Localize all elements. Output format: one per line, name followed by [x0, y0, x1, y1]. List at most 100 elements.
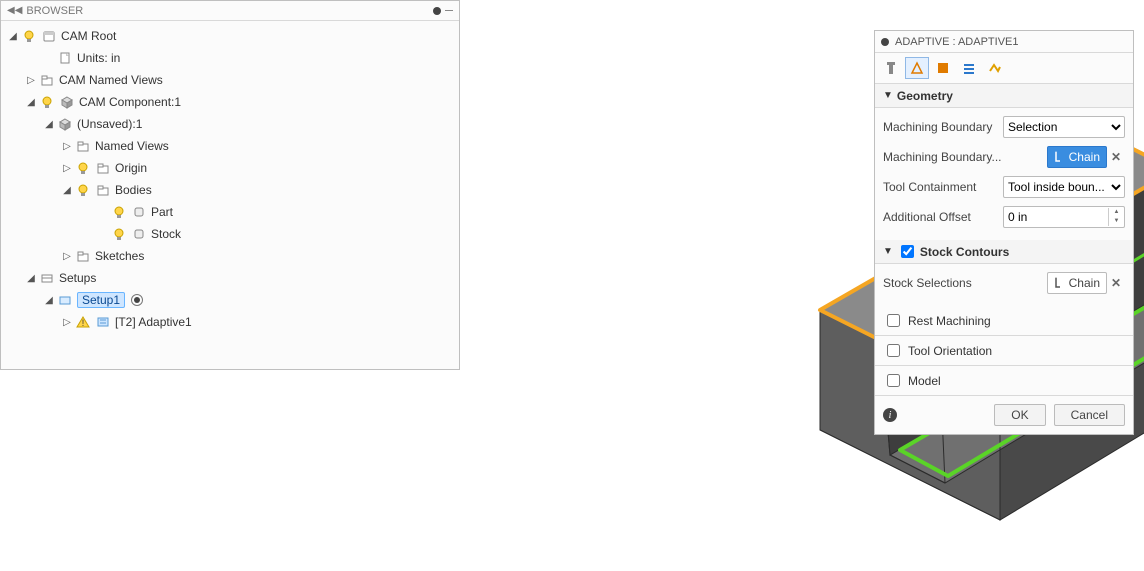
tree-item-label: Part: [151, 205, 173, 219]
machining-boundary-chain-label: Machining Boundary...: [883, 150, 1003, 164]
stock-contours-checkbox[interactable]: [901, 245, 914, 258]
browser-tree: ◢CAM Root Units: in ▷ CAM Named Views ◢ CAM C…: [1, 21, 459, 337]
op-icon: [95, 314, 111, 330]
tree-item-label: Bodies: [115, 183, 152, 197]
tool-orientation-label: Tool Orientation: [908, 344, 992, 358]
tree-row[interactable]: ◢ Bodies: [7, 179, 459, 201]
tree-item-label: CAM Named Views: [59, 73, 163, 87]
properties-title: ADAPTIVE : ADAPTIVE1: [895, 36, 1019, 48]
additional-offset-field[interactable]: [1004, 210, 1108, 224]
tree-row[interactable]: ◢ CAM Component:1: [7, 91, 459, 113]
body-icon: [131, 226, 147, 242]
tool-orientation-row[interactable]: Tool Orientation: [875, 336, 1133, 366]
tree-item-label: Units: in: [77, 51, 120, 65]
active-setup-icon[interactable]: [131, 294, 143, 306]
model-checkbox[interactable]: [887, 374, 900, 387]
chain-button-label: Chain: [1069, 150, 1100, 164]
tree-item-label: Setup1: [77, 292, 125, 308]
stock-chain-label: Chain: [1069, 276, 1100, 290]
cube-icon: [57, 116, 73, 132]
tree-row[interactable]: ▷ Named Views: [7, 135, 459, 157]
expand-down-icon[interactable]: ◢: [25, 273, 37, 284]
additional-offset-input[interactable]: ▲▼: [1003, 206, 1125, 228]
setups-icon: [39, 270, 55, 286]
expand-right-icon[interactable]: ▷: [61, 141, 73, 152]
ok-button[interactable]: OK: [994, 404, 1045, 426]
expand-down-icon[interactable]: ◢: [43, 295, 55, 306]
component-icon: [41, 28, 57, 44]
tab-linking[interactable]: [983, 57, 1007, 79]
rest-machining-checkbox[interactable]: [887, 314, 900, 327]
tree-row[interactable]: ▷Origin: [7, 157, 459, 179]
tree-item-label: Stock: [151, 227, 181, 241]
expand-down-icon[interactable]: ◢: [7, 31, 19, 42]
cube-icon: [59, 94, 75, 110]
section-geometry-body: Machining Boundary Selection Machining B…: [875, 108, 1133, 240]
properties-title-bar: ADAPTIVE : ADAPTIVE1: [875, 31, 1133, 53]
model-row[interactable]: Model: [875, 366, 1133, 396]
tree-row[interactable]: ◢CAM Root: [7, 25, 459, 47]
rest-machining-label: Rest Machining: [908, 314, 991, 328]
cancel-button[interactable]: Cancel: [1054, 404, 1125, 426]
dot-icon: [881, 38, 889, 46]
minimize-icon[interactable]: [445, 10, 453, 11]
additional-offset-label: Additional Offset: [883, 210, 1003, 224]
info-icon[interactable]: i: [883, 408, 897, 422]
browser-header: ◀◀ BROWSER: [1, 1, 459, 21]
caret-down-icon: ▼: [883, 90, 893, 101]
caret-down-icon: ▼: [883, 246, 893, 257]
tab-passes[interactable]: [957, 57, 981, 79]
tab-geometry[interactable]: [905, 57, 929, 79]
bulb-icon: [75, 182, 91, 198]
bulb-icon: [111, 204, 127, 220]
tree-item-label: Named Views: [95, 139, 169, 153]
tree-item-label: [T2] Adaptive1: [115, 315, 192, 329]
folder-icon: [95, 182, 111, 198]
stock-selections-label: Stock Selections: [883, 276, 1003, 290]
tool-containment-select[interactable]: Tool inside boun...: [1003, 176, 1125, 198]
rest-machining-row[interactable]: Rest Machining: [875, 306, 1133, 336]
doc-icon: [57, 50, 73, 66]
tree-row[interactable]: Stock: [7, 223, 459, 245]
tree-row[interactable]: Part: [7, 201, 459, 223]
folder-icon: [75, 248, 91, 264]
folder-icon: [39, 72, 55, 88]
machining-boundary-select[interactable]: Selection: [1003, 116, 1125, 138]
tree-row[interactable]: ▷ CAM Named Views: [7, 69, 459, 91]
expand-down-icon[interactable]: ◢: [25, 97, 37, 108]
section-stock-contours-header[interactable]: ▼ Stock Contours: [875, 240, 1133, 264]
clear-chain-icon[interactable]: ✕: [1111, 150, 1125, 164]
tree-row[interactable]: Units: in: [7, 47, 459, 69]
warn-icon: !: [75, 314, 91, 330]
bulb-icon: [75, 160, 91, 176]
stock-contours-label: Stock Contours: [920, 245, 1009, 259]
tree-item-label: (Unsaved):1: [77, 117, 142, 131]
tree-row[interactable]: ▷! [T2] Adaptive1: [7, 311, 459, 333]
expand-right-icon[interactable]: ▷: [25, 75, 37, 86]
stock-chain-button[interactable]: Chain: [1047, 272, 1107, 294]
tree-row[interactable]: ◢Setups: [7, 267, 459, 289]
expand-right-icon[interactable]: ▷: [61, 163, 73, 174]
tool-orientation-checkbox[interactable]: [887, 344, 900, 357]
expand-down-icon[interactable]: ◢: [61, 185, 73, 196]
tree-row[interactable]: ◢ Setup1: [7, 289, 459, 311]
pin-icon[interactable]: [433, 7, 441, 15]
browser-panel: ◀◀ BROWSER ◢CAM Root Units: in ▷ CAM Named …: [0, 0, 460, 370]
tab-heights[interactable]: [931, 57, 955, 79]
collapse-icon[interactable]: ◀◀: [7, 5, 22, 16]
tree-row[interactable]: ◢ (Unsaved):1: [7, 113, 459, 135]
browser-title: BROWSER: [26, 5, 83, 17]
tab-tool[interactable]: [879, 57, 903, 79]
tree-row[interactable]: ▷Sketches: [7, 245, 459, 267]
tool-containment-label: Tool Containment: [883, 180, 1003, 194]
properties-tabs: [875, 53, 1133, 84]
chain-button[interactable]: Chain: [1047, 146, 1107, 168]
expand-down-icon[interactable]: ◢: [43, 119, 55, 130]
expand-right-icon[interactable]: ▷: [61, 317, 73, 328]
tree-item-label: CAM Component:1: [79, 95, 181, 109]
clear-stock-chain-icon[interactable]: ✕: [1111, 276, 1125, 290]
section-geometry-header[interactable]: ▼ Geometry: [875, 84, 1133, 108]
folder-icon: [95, 160, 111, 176]
expand-right-icon[interactable]: ▷: [61, 251, 73, 262]
properties-panel: ADAPTIVE : ADAPTIVE1 ▼ Geometry: [874, 30, 1134, 435]
